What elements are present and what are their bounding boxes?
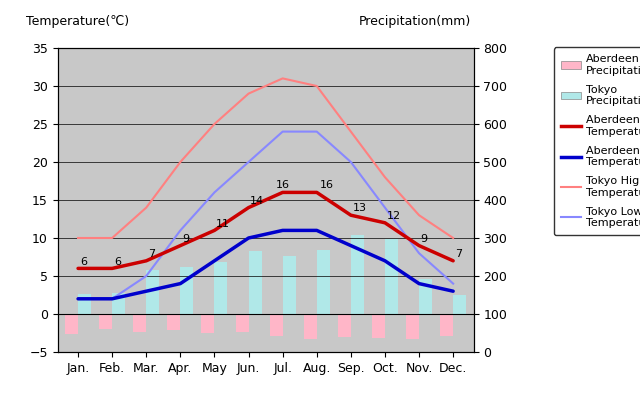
- Bar: [78, 294, 91, 314]
- Bar: [168, 314, 180, 330]
- Bar: [99, 314, 112, 329]
- Bar: [214, 262, 227, 314]
- Bar: [248, 251, 262, 314]
- Bar: [338, 314, 351, 337]
- Bar: [202, 314, 214, 333]
- Bar: [65, 314, 78, 334]
- Bar: [147, 270, 159, 314]
- Text: 7: 7: [455, 249, 462, 259]
- Bar: [351, 234, 364, 314]
- Bar: [236, 314, 248, 332]
- Legend: Aberdeen
Precipitation, Tokyo
Precipitation, Aberdeen High
Temperature, Aberdeen: Aberdeen Precipitation, Tokyo Precipitat…: [554, 48, 640, 235]
- Text: Precipitation(mm): Precipitation(mm): [358, 15, 470, 28]
- Bar: [372, 314, 385, 338]
- Bar: [419, 279, 432, 314]
- Text: 7: 7: [148, 249, 155, 259]
- Text: 9: 9: [182, 234, 189, 244]
- Text: 9: 9: [420, 234, 428, 244]
- Bar: [133, 314, 147, 332]
- Bar: [269, 314, 283, 336]
- Text: Temperature(℃): Temperature(℃): [26, 15, 129, 28]
- Bar: [406, 314, 419, 339]
- Text: 13: 13: [353, 203, 367, 213]
- Text: 14: 14: [250, 196, 264, 206]
- Bar: [283, 256, 296, 314]
- Bar: [317, 250, 330, 314]
- Bar: [112, 293, 125, 314]
- Bar: [385, 239, 398, 314]
- Bar: [453, 295, 466, 314]
- Text: 11: 11: [216, 218, 230, 228]
- Text: 6: 6: [80, 257, 87, 266]
- Text: 6: 6: [114, 257, 121, 266]
- Text: 16: 16: [320, 180, 334, 190]
- Text: 12: 12: [387, 211, 401, 221]
- Text: 16: 16: [276, 180, 290, 190]
- Bar: [440, 314, 453, 336]
- Bar: [180, 267, 193, 314]
- Bar: [304, 314, 317, 339]
